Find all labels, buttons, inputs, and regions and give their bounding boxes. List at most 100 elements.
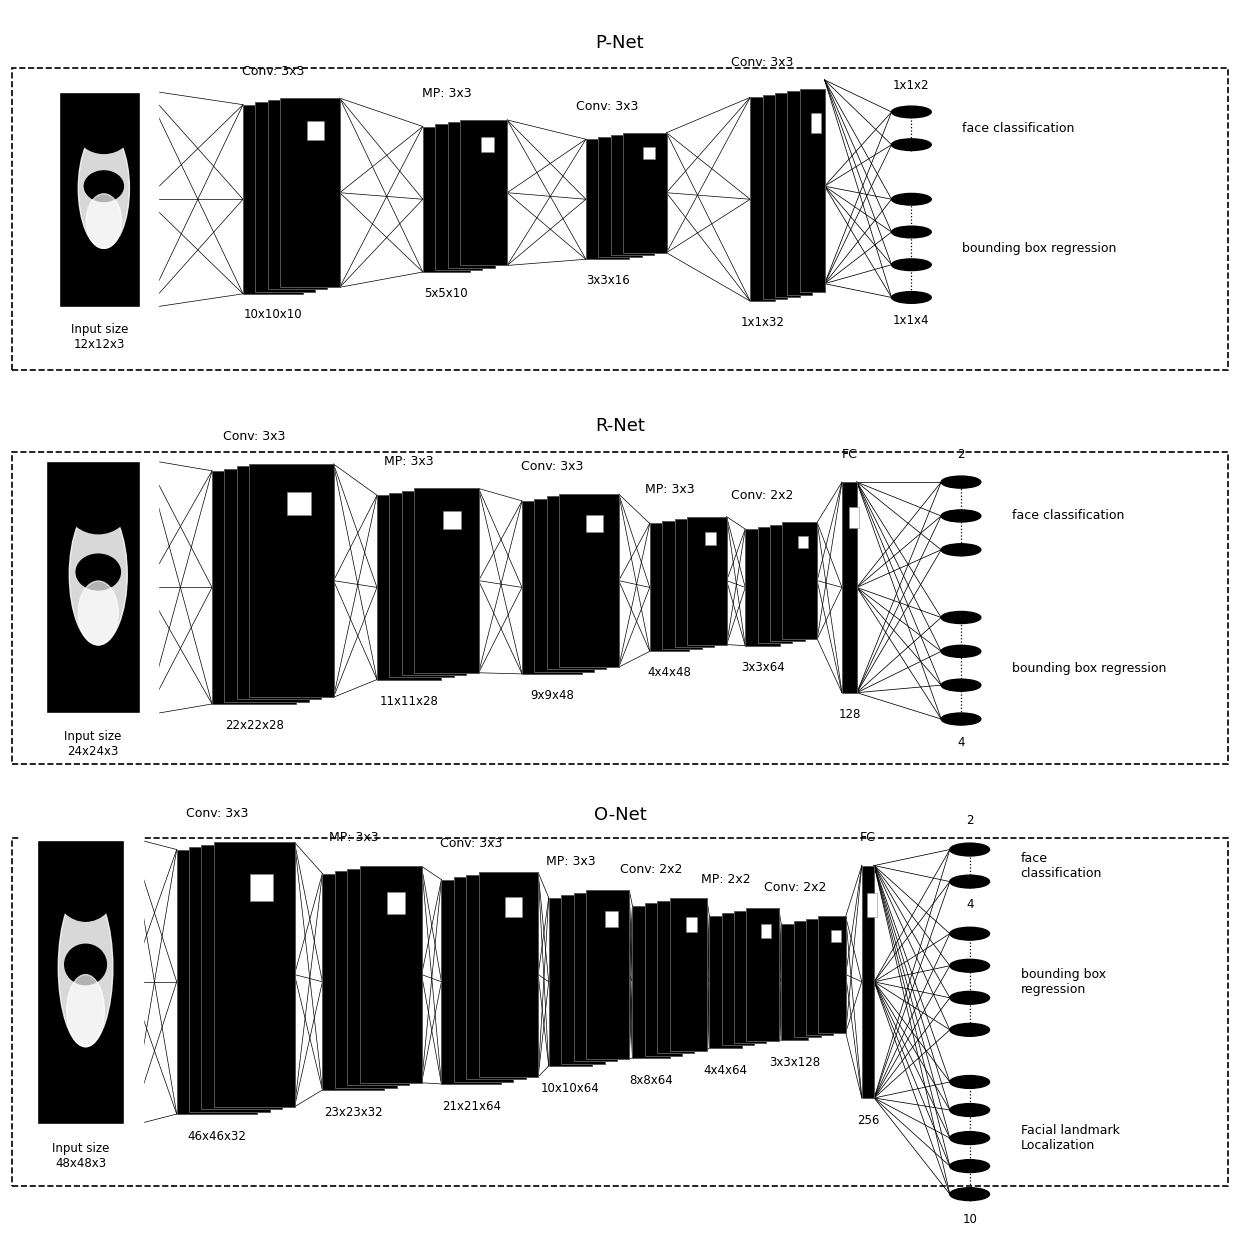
Text: 46x46x32: 46x46x32 [187, 1129, 247, 1143]
Text: 10x10x10: 10x10x10 [243, 308, 303, 322]
FancyBboxPatch shape [587, 890, 630, 1059]
FancyBboxPatch shape [670, 899, 707, 1051]
Circle shape [941, 510, 981, 522]
Text: 21x21x64: 21x21x64 [441, 1100, 501, 1113]
FancyBboxPatch shape [139, 456, 159, 719]
Text: 10x10x64: 10x10x64 [541, 1083, 600, 1095]
Ellipse shape [76, 105, 131, 153]
Text: FC: FC [861, 831, 875, 843]
Text: face
classification: face classification [1021, 852, 1102, 879]
Ellipse shape [67, 974, 104, 1047]
Text: 5x5x10: 5x5x10 [424, 286, 469, 300]
Circle shape [941, 645, 981, 657]
FancyBboxPatch shape [201, 845, 281, 1110]
Text: 4x4x64: 4x4x64 [703, 1064, 748, 1076]
FancyBboxPatch shape [31, 837, 130, 1126]
FancyBboxPatch shape [549, 898, 593, 1065]
Circle shape [950, 875, 990, 888]
Text: bounding box regression: bounding box regression [1012, 662, 1166, 674]
FancyBboxPatch shape [831, 931, 841, 942]
FancyBboxPatch shape [335, 872, 397, 1088]
FancyBboxPatch shape [605, 911, 618, 927]
FancyBboxPatch shape [662, 522, 702, 649]
Text: Conv: 3x3: Conv: 3x3 [223, 430, 285, 444]
FancyBboxPatch shape [794, 921, 821, 1037]
Circle shape [892, 139, 931, 150]
FancyBboxPatch shape [360, 867, 422, 1083]
FancyBboxPatch shape [818, 916, 846, 1033]
FancyBboxPatch shape [650, 524, 689, 651]
Text: 1x1x4: 1x1x4 [893, 314, 930, 327]
FancyBboxPatch shape [806, 919, 833, 1034]
Circle shape [892, 259, 931, 270]
FancyBboxPatch shape [559, 494, 619, 667]
Text: bounding box regression: bounding box regression [962, 242, 1116, 255]
FancyBboxPatch shape [848, 507, 858, 529]
FancyBboxPatch shape [176, 850, 258, 1115]
Text: Conv: 3x3: Conv: 3x3 [577, 100, 639, 112]
Text: 23x23x32: 23x23x32 [324, 1106, 383, 1120]
FancyBboxPatch shape [709, 916, 742, 1048]
FancyBboxPatch shape [611, 134, 655, 255]
Text: 1x1x2: 1x1x2 [893, 79, 930, 91]
FancyBboxPatch shape [19, 1124, 143, 1129]
Text: bounding box
regression: bounding box regression [1021, 968, 1106, 996]
FancyBboxPatch shape [466, 874, 526, 1079]
Text: Conv: 2x2: Conv: 2x2 [620, 863, 682, 877]
FancyBboxPatch shape [243, 105, 303, 293]
FancyBboxPatch shape [862, 866, 874, 1097]
Text: Conv: 3x3: Conv: 3x3 [521, 460, 583, 473]
FancyBboxPatch shape [522, 501, 582, 674]
FancyBboxPatch shape [799, 536, 808, 547]
Text: Conv: 3x3: Conv: 3x3 [242, 65, 304, 78]
Circle shape [950, 1160, 990, 1173]
Text: MP: 3x3: MP: 3x3 [422, 88, 471, 100]
Circle shape [892, 226, 931, 238]
Text: 22x22x28: 22x22x28 [224, 719, 284, 732]
FancyBboxPatch shape [454, 877, 513, 1081]
FancyBboxPatch shape [414, 488, 479, 673]
Ellipse shape [58, 888, 113, 1047]
FancyBboxPatch shape [448, 122, 495, 268]
Circle shape [950, 1132, 990, 1144]
Text: MP: 3x3: MP: 3x3 [546, 856, 595, 868]
Circle shape [950, 1187, 990, 1201]
FancyBboxPatch shape [734, 911, 766, 1043]
FancyBboxPatch shape [124, 834, 143, 1129]
FancyBboxPatch shape [842, 482, 857, 693]
FancyBboxPatch shape [12, 453, 1228, 764]
Text: 3x3x16: 3x3x16 [585, 274, 630, 287]
FancyBboxPatch shape [52, 90, 146, 308]
Text: 128: 128 [838, 708, 861, 721]
Text: 2: 2 [957, 448, 965, 461]
Text: Conv: 2x2: Conv: 2x2 [764, 882, 826, 894]
FancyBboxPatch shape [40, 86, 60, 312]
Text: face classification: face classification [1012, 509, 1125, 523]
FancyBboxPatch shape [443, 510, 461, 529]
FancyBboxPatch shape [27, 714, 159, 719]
FancyBboxPatch shape [722, 914, 754, 1046]
Circle shape [892, 106, 931, 118]
Circle shape [950, 927, 990, 940]
FancyBboxPatch shape [573, 893, 618, 1062]
FancyBboxPatch shape [560, 895, 605, 1064]
Text: MP: 3x3: MP: 3x3 [329, 831, 378, 845]
FancyBboxPatch shape [139, 86, 159, 312]
Text: MP: 2x2: MP: 2x2 [701, 873, 750, 887]
FancyBboxPatch shape [598, 137, 642, 258]
Text: 11x11x28: 11x11x28 [379, 694, 439, 708]
FancyBboxPatch shape [308, 121, 324, 139]
FancyBboxPatch shape [745, 529, 780, 646]
FancyBboxPatch shape [188, 847, 270, 1112]
FancyBboxPatch shape [27, 456, 46, 719]
FancyBboxPatch shape [800, 89, 825, 292]
FancyBboxPatch shape [40, 307, 159, 312]
Text: MP: 3x3: MP: 3x3 [384, 455, 434, 467]
FancyBboxPatch shape [632, 905, 670, 1058]
Text: 3x3x128: 3x3x128 [769, 1055, 821, 1069]
Text: O-Net: O-Net [594, 806, 646, 825]
FancyBboxPatch shape [40, 460, 146, 715]
Text: Conv: 3x3: Conv: 3x3 [732, 55, 794, 69]
Circle shape [941, 544, 981, 556]
Ellipse shape [76, 554, 120, 589]
